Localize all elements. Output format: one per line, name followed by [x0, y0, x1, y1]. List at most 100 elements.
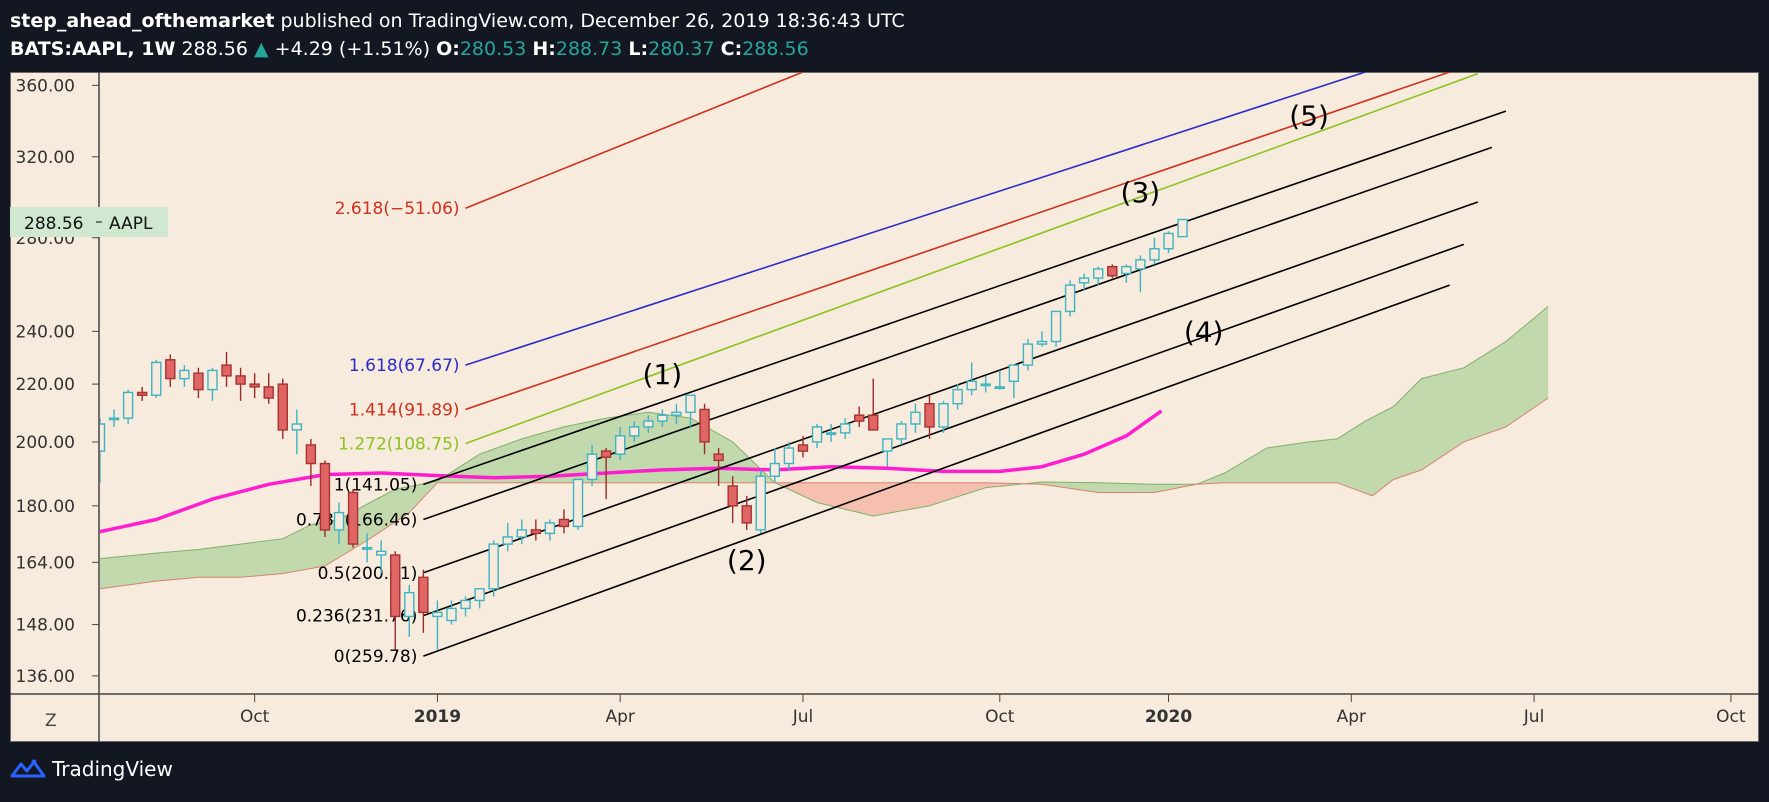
author-name[interactable]: step_ahead_ofthemarket — [10, 10, 275, 32]
candle-16 — [319, 460, 331, 537]
up-arrow-icon: ▲ — [253, 38, 269, 60]
candle-26 — [460, 596, 471, 617]
candle-body-66 — [1022, 343, 1034, 366]
candle-body-14 — [291, 423, 303, 431]
price-axis[interactable]: 360.00320.00280.00240.00220.00200.00180.… — [16, 76, 99, 687]
candle-body-46 — [741, 505, 752, 524]
ichimoku-cloud-bearish-1 — [774, 482, 1021, 516]
candle-77 — [1177, 218, 1188, 238]
candle-body-13 — [277, 383, 288, 431]
candle-36 — [600, 448, 612, 500]
fib-channel-label-2: 0.5(200.41) — [318, 564, 418, 584]
x-tick-label-7: Jul — [1523, 707, 1545, 727]
x-tick-label-4: Oct — [985, 707, 1015, 727]
candle-31 — [530, 519, 542, 541]
candle-41 — [671, 403, 682, 424]
candle-body-5 — [165, 359, 176, 380]
fib-channel-line-7 — [465, 72, 1366, 366]
candle-4 — [151, 359, 162, 399]
candle-body-54 — [854, 414, 865, 422]
candle-body-33 — [558, 518, 570, 528]
candle-5 — [165, 354, 176, 387]
moving-average-line — [100, 409, 1163, 534]
candle-body-57 — [896, 423, 907, 440]
candle-body-55 — [868, 414, 879, 431]
candle-12 — [263, 373, 274, 404]
candle-body-0 — [100, 423, 106, 452]
fib-channel-label-8: 2.618(−51.06) — [335, 199, 460, 219]
candle-0 — [100, 418, 106, 483]
x-tick-label-1: 2019 — [414, 707, 461, 727]
candle-body-7 — [193, 372, 204, 391]
scale-mode-label: Z — [45, 711, 57, 731]
x-tick-label-5: 2020 — [1145, 707, 1192, 727]
candle-body-8 — [207, 369, 218, 391]
candle-60 — [938, 400, 949, 433]
wave-label-0: (1) — [643, 358, 683, 391]
candle-body-17 — [333, 511, 345, 531]
candle-body-74 — [1135, 259, 1146, 270]
candle-47 — [755, 469, 766, 534]
candle-6 — [179, 365, 190, 387]
candle-34 — [572, 478, 584, 530]
candle-body-6 — [179, 369, 190, 380]
tradingview-logo-icon[interactable] — [10, 758, 46, 780]
plot-area[interactable]: 0(259.78)0.236(231.76)0.5(200.41)0.786(1… — [96, 72, 1549, 667]
tradingview-brand[interactable]: TradingView — [52, 757, 173, 781]
fib-channel-label-7: 1.618(67.67) — [349, 356, 460, 376]
candle-11 — [249, 373, 260, 399]
candle-19 — [361, 533, 373, 563]
candle-69 — [1064, 280, 1076, 317]
candle-32 — [544, 519, 556, 541]
candle-body-19 — [361, 546, 373, 550]
candle-21 — [390, 551, 401, 650]
candle-body-30 — [516, 529, 527, 538]
candle-48 — [769, 448, 781, 483]
candle-23 — [418, 569, 429, 633]
low-value: 280.37 — [648, 38, 715, 60]
candle-body-18 — [347, 491, 359, 545]
candle-body-25 — [446, 607, 457, 622]
candle-65 — [1008, 364, 1020, 399]
candle-35 — [586, 444, 598, 486]
candle-body-43 — [699, 408, 710, 443]
last-price-value: 288.56 — [24, 214, 83, 234]
candle-body-36 — [600, 450, 612, 458]
candle-body-49 — [783, 447, 795, 465]
y-tick-label-0: 360.00 — [16, 76, 75, 96]
footer-branding: TradingView — [10, 757, 173, 781]
x-tick-label-6: Apr — [1337, 707, 1366, 727]
candle-body-2 — [122, 391, 134, 419]
high-value: 288.73 — [555, 38, 623, 60]
price-chart[interactable]: 0(259.78)0.236(231.76)0.5(200.41)0.786(1… — [10, 72, 1759, 742]
candle-body-62 — [966, 380, 977, 391]
candle-body-3 — [136, 391, 148, 396]
ticker-change: +4.29 (+1.51%) — [274, 38, 431, 60]
y-tick-label-6: 180.00 — [16, 497, 75, 517]
candle-45 — [727, 476, 738, 523]
time-axis[interactable]: Oct 2019 Apr Jul Oct 2020 Apr Jul Oct — [240, 694, 1746, 727]
x-tick-label-3: Jul — [792, 707, 814, 727]
candle-body-21 — [390, 554, 401, 618]
candle-52 — [825, 423, 837, 442]
candle-body-51 — [811, 426, 823, 443]
candle-body-52 — [825, 432, 837, 436]
candle-29 — [502, 522, 513, 552]
candle-body-59 — [924, 403, 935, 428]
candle-42 — [685, 394, 696, 427]
candle-9 — [221, 351, 232, 387]
candle-body-16 — [319, 462, 331, 531]
wave-label-3: (4) — [1184, 316, 1224, 349]
candle-25 — [446, 600, 457, 625]
candle-body-58 — [910, 411, 921, 425]
candle-1 — [108, 409, 120, 427]
candle-body-40 — [657, 414, 668, 422]
candle-57 — [896, 421, 907, 445]
scale-mode-button[interactable]: Z — [37, 706, 67, 732]
candle-24 — [432, 600, 443, 650]
candle-67 — [1036, 331, 1048, 347]
candle-body-37 — [614, 435, 626, 455]
candle-body-64 — [994, 386, 1005, 390]
candle-body-26 — [460, 599, 471, 610]
candle-71 — [1093, 266, 1104, 286]
